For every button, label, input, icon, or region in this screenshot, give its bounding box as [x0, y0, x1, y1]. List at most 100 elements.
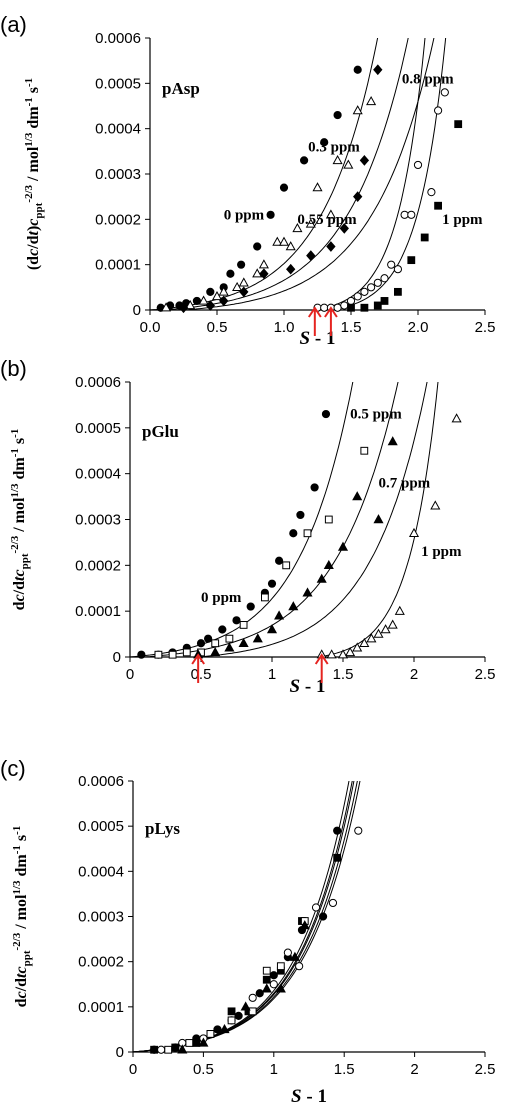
data-point — [232, 616, 241, 625]
series-1 — [156, 65, 362, 312]
data-point — [373, 278, 382, 287]
data-point — [211, 290, 223, 301]
data-point — [346, 296, 356, 306]
data-point — [380, 274, 389, 283]
series-3 — [193, 436, 398, 659]
data-point — [258, 259, 269, 269]
data-point — [310, 483, 319, 492]
series-2 — [161, 96, 377, 312]
x-tick-label: 0.5 — [193, 1061, 214, 1078]
data-point — [205, 300, 215, 311]
series-5 — [177, 920, 310, 1054]
data-point — [238, 277, 249, 287]
x-tick-label: 0 — [129, 1061, 137, 1078]
data-point — [239, 621, 248, 629]
data-point — [289, 529, 298, 538]
x-tick-label: 2.0 — [408, 319, 429, 336]
data-point — [219, 295, 229, 307]
data-point — [283, 948, 292, 957]
data-point — [373, 514, 384, 524]
data-point — [321, 409, 331, 419]
y-tick-label: 0.0004 — [75, 466, 121, 483]
data-point — [320, 303, 329, 312]
x-tick-label: 2 — [410, 666, 418, 683]
panel-label: (b) — [0, 356, 27, 381]
data-point — [387, 436, 398, 446]
data-point — [192, 296, 201, 306]
chart-title: pLys — [145, 819, 180, 838]
data-point — [237, 260, 246, 269]
data-point — [380, 297, 389, 305]
data-point — [262, 975, 271, 984]
data-point — [305, 218, 316, 228]
x-tick-label: 2.5 — [475, 319, 496, 336]
data-point — [373, 301, 382, 310]
data-point — [232, 281, 243, 292]
data-point — [407, 256, 416, 265]
panel-label: (c) — [0, 756, 26, 781]
data-point — [278, 236, 290, 246]
x-tick-label: 0.5 — [191, 666, 212, 683]
x-tick-label: 1 — [270, 1061, 278, 1078]
data-point — [286, 263, 296, 275]
x-tick-label: 1.5 — [333, 666, 354, 683]
fit-curve-1 — [130, 382, 354, 657]
fit-curves — [133, 781, 361, 1052]
data-point — [333, 853, 342, 862]
data-point — [204, 634, 213, 643]
red-arrow — [307, 306, 322, 336]
x-tick-label: 0.5 — [207, 319, 228, 336]
y-axis-label: (dc/dt)cppt-2/3 / mol1/3 dm-1 s-1 — [23, 78, 45, 270]
data-point — [352, 105, 363, 115]
x-tick-label: 1.5 — [341, 319, 362, 336]
data-point — [366, 633, 377, 643]
series-annotation: 1 ppm — [442, 212, 483, 228]
y-tick-label: 0.0006 — [95, 30, 141, 47]
data-point — [326, 649, 337, 659]
data-point — [420, 233, 429, 242]
data-point — [259, 268, 269, 280]
data-point — [302, 587, 313, 597]
y-tick-label: 0.0003 — [75, 512, 121, 529]
data-point — [359, 155, 370, 166]
data-point — [206, 1030, 215, 1038]
y-tick-label: 0.0002 — [75, 557, 121, 574]
panel-label: (a) — [0, 12, 27, 37]
data-point — [198, 1037, 209, 1047]
data-point — [434, 106, 443, 115]
data-point — [430, 500, 441, 510]
data-point — [300, 156, 309, 165]
data-point — [185, 300, 196, 310]
data-point — [451, 413, 462, 423]
data-point — [282, 561, 291, 570]
data-point — [239, 286, 249, 298]
data-point — [367, 283, 376, 292]
data-point — [161, 302, 172, 312]
data-point — [373, 64, 383, 76]
data-point — [154, 650, 163, 659]
x-axis-label: S - 1 — [290, 676, 326, 697]
y-tick-label: 0.0005 — [78, 818, 124, 835]
series-3 — [178, 64, 383, 314]
data-point — [150, 1045, 159, 1054]
y-tick-label: 0.0003 — [78, 909, 124, 926]
data-point — [279, 183, 289, 192]
x-tick-label: 2.5 — [475, 1061, 496, 1078]
data-point — [387, 260, 396, 269]
data-point — [206, 287, 215, 296]
y-tick-label: 0.0006 — [78, 773, 124, 790]
data-point — [394, 605, 405, 615]
data-point — [261, 593, 269, 602]
series-4 — [316, 413, 462, 659]
data-point — [352, 642, 363, 652]
data-point — [213, 1025, 222, 1034]
data-point — [306, 250, 316, 261]
data-point — [253, 242, 262, 251]
y-tick-label: 0.0002 — [95, 211, 141, 228]
data-point — [333, 826, 342, 835]
x-tick-label: 2 — [410, 1061, 418, 1078]
data-point — [248, 1007, 257, 1016]
data-point — [408, 527, 420, 537]
data-point — [427, 188, 436, 197]
series-annotation: 1 ppm — [421, 544, 462, 560]
